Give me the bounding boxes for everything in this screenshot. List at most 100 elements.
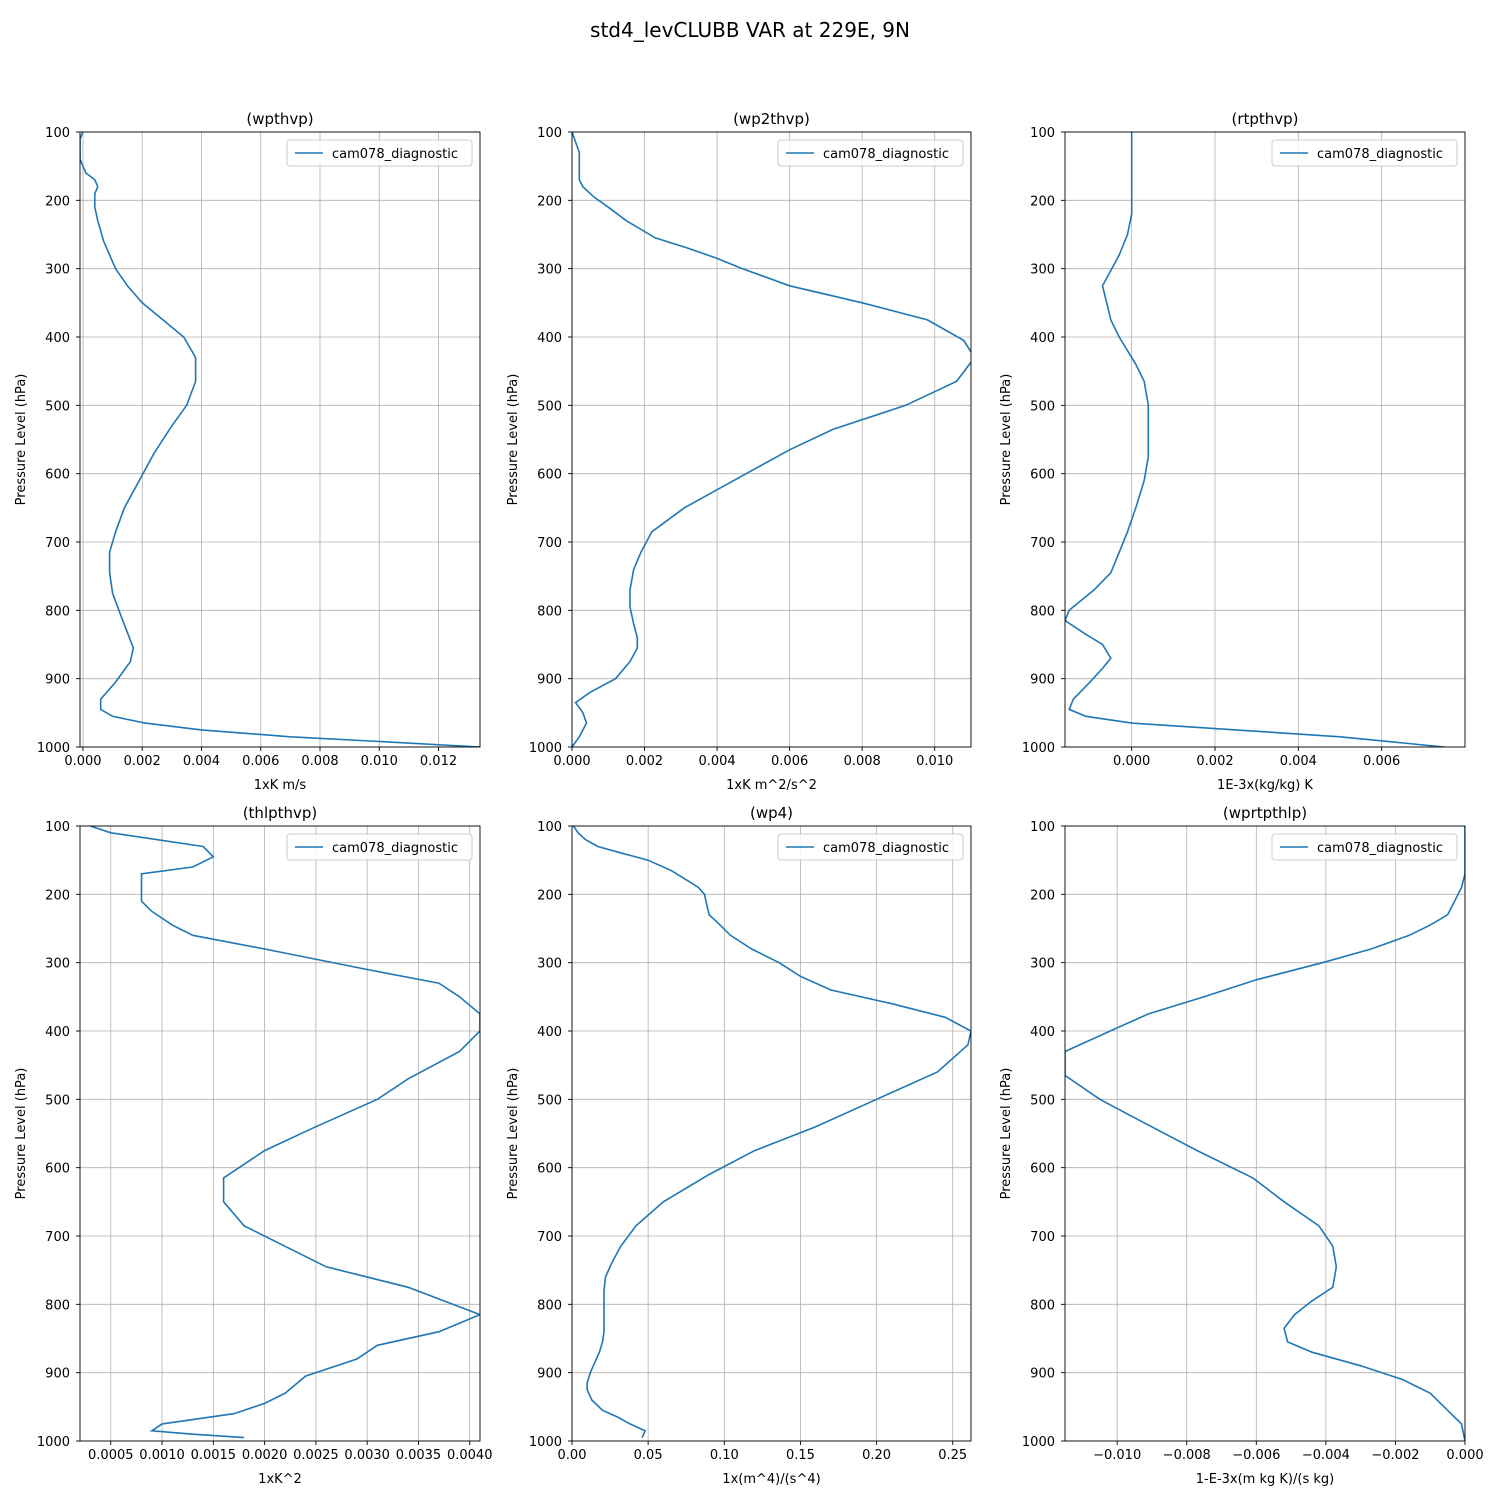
legend-label: cam078_diagnostic <box>1317 841 1443 856</box>
y-axis-label: Pressure Level (hPa) <box>999 1068 1014 1200</box>
x-axis-label: 1E-3x(kg/kg) K <box>1217 778 1313 793</box>
y-axis-label: Pressure Level (hPa) <box>999 374 1014 506</box>
panel-1: 0.000 0.002 0.004 0.006 0.008 0.010 0.012 100 20… <box>14 110 481 793</box>
y-tick-label: 200 <box>45 194 70 209</box>
y-tick-label: 900 <box>537 1367 562 1382</box>
y-tick-label: 100 <box>1030 126 1055 141</box>
y-tick-label: 800 <box>1030 604 1055 619</box>
legend-label: cam078_diagnostic <box>332 841 458 856</box>
y-tick-label: 600 <box>1030 468 1055 483</box>
y-tick-label: 300 <box>45 957 70 972</box>
y-tick-label: 800 <box>1030 1298 1055 1313</box>
y-tick-label: 200 <box>1030 194 1055 209</box>
x-axis-label: 1xK m^2/s^2 <box>726 778 817 793</box>
legend-label: cam078_diagnostic <box>332 147 458 162</box>
panel-title: (wp2thvp) <box>733 110 810 128</box>
plot-frame <box>571 131 972 748</box>
x-tick-label: −0.004 <box>1302 1448 1350 1463</box>
x-tick-label: 0.000 <box>64 754 101 769</box>
x-tick-label: −0.002 <box>1371 1448 1419 1463</box>
y-tick-label: 500 <box>45 399 70 414</box>
x-tick-label: 0.006 <box>1363 754 1400 769</box>
series-line-cam078_diagnostic <box>1065 132 1445 747</box>
x-tick-label: 0.000 <box>1446 1448 1483 1463</box>
x-axis-label: 1xK^2 <box>258 1472 302 1487</box>
y-tick-label: 600 <box>537 1162 562 1177</box>
y-tick-label: 500 <box>1030 399 1055 414</box>
legend: cam078_diagnostic <box>286 833 473 861</box>
legend: cam078_diagnostic <box>777 139 964 167</box>
y-tick-label: 300 <box>537 957 562 972</box>
y-tick-label: 800 <box>45 1298 70 1313</box>
legend-box <box>1271 833 1458 861</box>
panel-6: −0.010 −0.008 −0.006 −0.004 −0.002 0.000 100 20… <box>999 804 1484 1487</box>
y-axis-label: Pressure Level (hPa) <box>506 374 521 506</box>
x-tick-label: 0.000 <box>553 754 590 769</box>
y-tick-label: 700 <box>45 536 70 551</box>
y-tick-label: 100 <box>537 126 562 141</box>
x-tick-label: 0.002 <box>626 754 663 769</box>
y-tick-label: 100 <box>45 126 70 141</box>
series-line-cam078_diagnostic <box>572 826 971 1438</box>
y-tick-label: 700 <box>1030 1230 1055 1245</box>
y-tick-label: 700 <box>537 536 562 551</box>
x-tick-label: 0.006 <box>242 754 279 769</box>
y-tick-label: 600 <box>45 1162 70 1177</box>
y-tick-label: 800 <box>537 1298 562 1313</box>
x-tick-label: 0.00 <box>558 1448 587 1463</box>
y-tick-label: 500 <box>45 1093 70 1108</box>
y-tick-label: 900 <box>45 1367 70 1382</box>
y-tick-label: 100 <box>1030 820 1055 835</box>
x-tick-label: 0.0010 <box>139 1448 185 1463</box>
y-tick-label: 700 <box>45 1230 70 1245</box>
legend-box <box>777 139 964 167</box>
panel-title: (wp4) <box>750 804 793 822</box>
x-tick-label: 0.0015 <box>191 1448 237 1463</box>
x-tick-label: 0.0030 <box>344 1448 390 1463</box>
y-tick-label: 1000 <box>37 1435 70 1450</box>
panel-3: 0.000 0.002 0.004 0.006 100 200 300 400 500 600 70… <box>999 110 1466 793</box>
y-tick-label: 800 <box>537 604 562 619</box>
legend: cam078_diagnostic <box>1271 139 1458 167</box>
panel-title: (wpthvp) <box>246 110 313 128</box>
x-tick-label: 0.004 <box>183 754 220 769</box>
legend: cam078_diagnostic <box>1271 833 1458 861</box>
x-tick-label: 0.010 <box>916 754 953 769</box>
y-tick-label: 600 <box>537 468 562 483</box>
panel-2: 0.000 0.002 0.004 0.006 0.008 0.010 100 200 300 4… <box>506 110 972 793</box>
x-axis-label: 1xK m/s <box>254 778 307 793</box>
series-line-cam078_diagnostic <box>1065 826 1465 1441</box>
x-tick-label: 0.004 <box>1280 754 1317 769</box>
x-tick-label: 0.000 <box>1113 754 1150 769</box>
x-tick-label: −0.008 <box>1163 1448 1211 1463</box>
x-tick-label: −0.006 <box>1232 1448 1280 1463</box>
x-tick-label: 0.0025 <box>293 1448 339 1463</box>
series-line-cam078_diagnostic <box>80 132 480 747</box>
y-tick-label: 200 <box>537 888 562 903</box>
plot-frame <box>1064 825 1466 1442</box>
x-tick-label: 0.008 <box>844 754 881 769</box>
plot-frame <box>79 131 481 748</box>
y-tick-label: 700 <box>1030 536 1055 551</box>
legend: cam078_diagnostic <box>286 139 473 167</box>
panel-title: (wprtpthlp) <box>1223 804 1307 822</box>
y-tick-label: 400 <box>45 331 70 346</box>
y-tick-label: 400 <box>537 1025 562 1040</box>
x-tick-label: 0.0040 <box>447 1448 493 1463</box>
x-tick-label: 0.05 <box>634 1448 663 1463</box>
plot-frame <box>571 825 972 1442</box>
legend-box <box>777 833 964 861</box>
y-tick-label: 900 <box>1030 1367 1055 1382</box>
y-tick-label: 1000 <box>1022 1435 1055 1450</box>
x-tick-label: 0.002 <box>1196 754 1233 769</box>
x-tick-label: 0.004 <box>698 754 735 769</box>
chart-panels: 0.000 0.002 0.004 0.006 0.008 0.010 0.012 100 20… <box>14 110 1484 1487</box>
x-tick-label: 0.012 <box>420 754 457 769</box>
y-tick-label: 200 <box>1030 888 1055 903</box>
series-line-cam078_diagnostic <box>90 826 480 1439</box>
y-tick-label: 500 <box>1030 1093 1055 1108</box>
y-tick-label: 800 <box>45 604 70 619</box>
y-tick-label: 400 <box>537 331 562 346</box>
x-tick-label: 0.10 <box>710 1448 739 1463</box>
